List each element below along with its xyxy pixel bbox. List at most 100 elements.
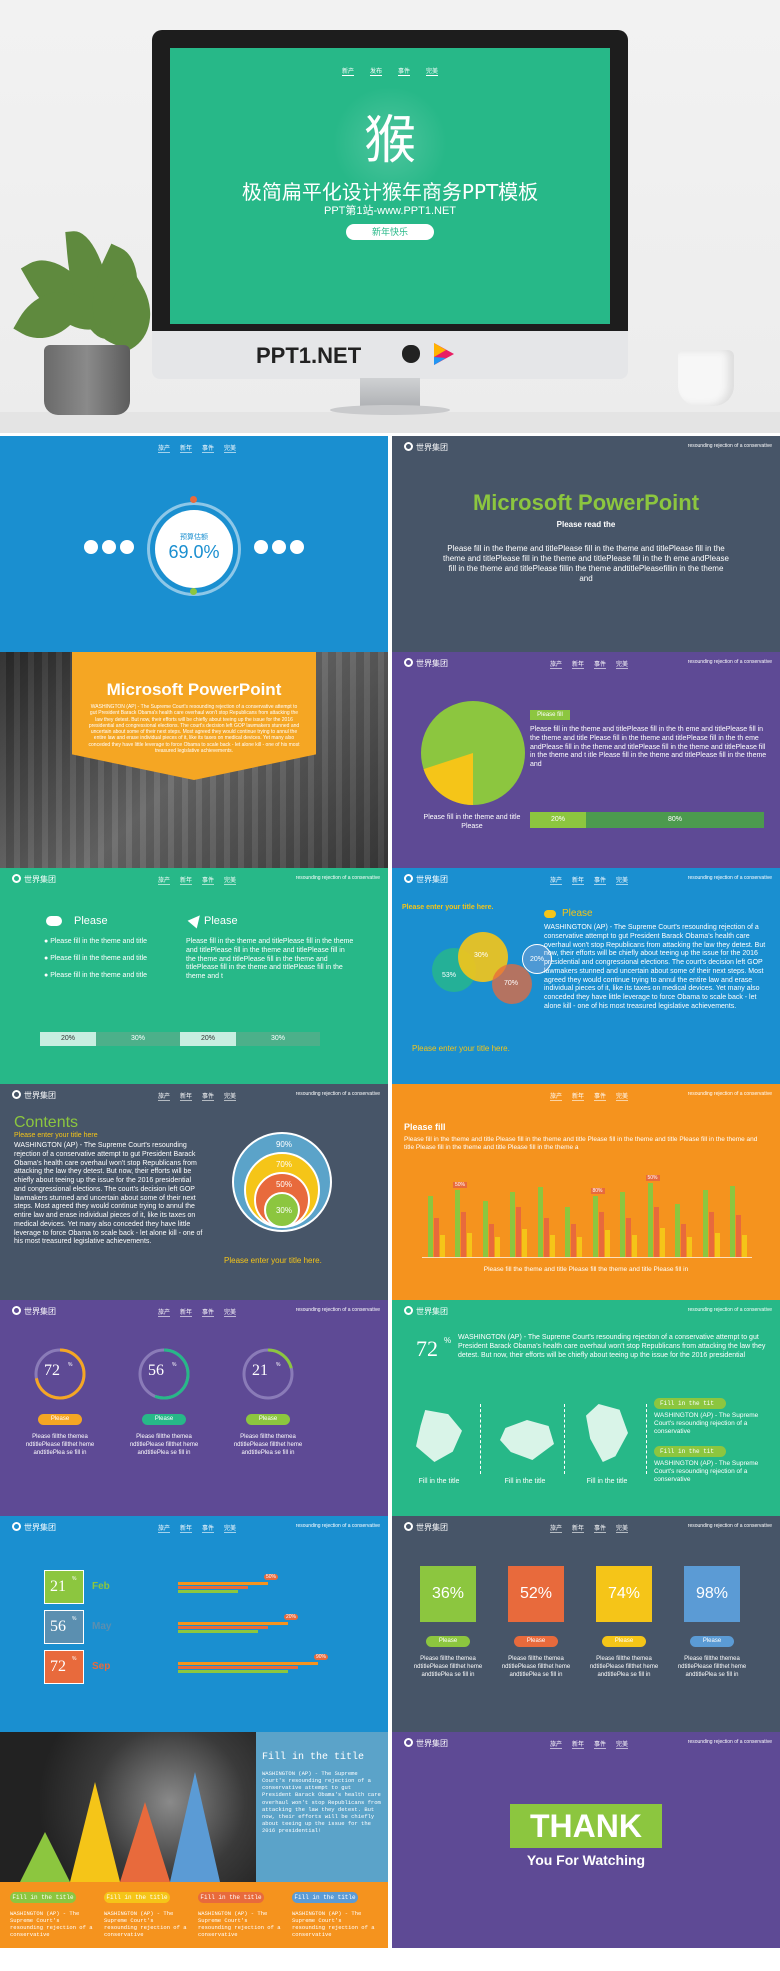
nav-item[interactable]: 事件	[202, 1526, 215, 1533]
nav-item[interactable]: 新年	[572, 1094, 585, 1101]
slide-tagline: resounding rejection of a conservative	[295, 1523, 380, 1529]
nav-item[interactable]: 新年	[180, 878, 193, 885]
apple-icon	[402, 345, 420, 363]
nav-item[interactable]: 旅产	[550, 878, 563, 885]
nav-item[interactable]: 旅产	[158, 1094, 171, 1101]
watching-text: You For Watching	[526, 1852, 646, 1868]
icon-cloud	[330, 88, 450, 198]
slide-12[interactable]: 世界集团 旅产 新年 事件 完美 resounding rejection of a …	[392, 1516, 780, 1732]
slide-10[interactable]: 世界集团 resounding rejection of a conservat…	[392, 1300, 780, 1516]
text-panel	[256, 1732, 388, 1882]
nav-item[interactable]: 完美	[224, 446, 237, 453]
nav-item[interactable]: 事件	[594, 878, 607, 885]
nav-item[interactable]: 新年	[572, 1742, 585, 1749]
pie-caption: Please fill in the theme and title Pleas…	[423, 814, 521, 830]
app-icon	[120, 540, 134, 554]
nav-item[interactable]: 事件	[202, 878, 215, 885]
slide-7[interactable]: 世界集团 旅产 新年 事件 完美 resounding rejection of a …	[0, 1084, 388, 1300]
nav-item[interactable]: 事件	[202, 1310, 215, 1317]
slide-1[interactable]: 旅产 新年 事件 完美 预算估额 69.0%	[0, 436, 388, 652]
slide-14[interactable]: 世界集团 旅产 新年 事件 完美 resounding rejection of a …	[392, 1732, 780, 1948]
nav-item[interactable]: 旅产	[550, 1742, 563, 1749]
tag-text: WASHINGTON (AP) - The Supreme Court's re…	[10, 1910, 93, 1939]
nav-item[interactable]: 完美	[616, 1094, 629, 1101]
bar	[178, 1670, 288, 1673]
nav-item[interactable]: 旅产	[550, 662, 563, 669]
logo-icon	[404, 658, 413, 667]
slide-5[interactable]: 世界集团 旅产 新年 事件 完美 resounding rejection of a …	[0, 868, 388, 1084]
nav-item[interactable]: 完美	[224, 878, 237, 885]
bubble	[522, 944, 552, 974]
nav-item[interactable]: 旅产	[550, 1094, 563, 1101]
hero-button[interactable]: 新年快乐	[346, 224, 434, 240]
nav-item[interactable]: 完美	[616, 1742, 629, 1749]
bar	[543, 1218, 549, 1257]
section-heading: Please	[562, 908, 593, 919]
bar	[178, 1586, 248, 1589]
nav-item[interactable]: 完美	[616, 1526, 629, 1533]
pill-label: Please	[426, 1636, 470, 1647]
nav-item[interactable]: 旅产	[550, 1526, 563, 1533]
ring-label: 70%	[275, 1160, 292, 1169]
badge: Please fill	[530, 710, 570, 720]
nav-item[interactable]: 完美	[224, 1094, 237, 1101]
bubble	[492, 964, 532, 1004]
nav-item[interactable]: 完美	[224, 1526, 237, 1533]
nav-item[interactable]: 完美	[616, 878, 629, 885]
slide-body: Please fill in the theme and titlePlease…	[443, 544, 729, 583]
slide-2[interactable]: 世界集团 resounding rejection of a conservat…	[392, 436, 780, 652]
slide-4[interactable]: 世界集团 旅产 新年 事件 完美 resounding rejection of a …	[392, 652, 780, 868]
hero-nav-item[interactable]: 事件	[398, 69, 411, 76]
item-text: Please fillthe themea ndtitlePlease fill…	[501, 1656, 571, 1678]
nav-item[interactable]: 事件	[594, 1742, 607, 1749]
logo-icon	[404, 442, 413, 451]
nav-item[interactable]: 新年	[180, 1310, 193, 1317]
bar	[604, 1230, 610, 1257]
value-box: 98%	[684, 1566, 740, 1622]
app-icon	[254, 540, 268, 554]
nav-item[interactable]: 新年	[180, 446, 193, 453]
nav-item[interactable]: 事件	[594, 1094, 607, 1101]
progress-segment-20: 20%	[530, 812, 586, 828]
hero-nav-item[interactable]: 发布	[369, 69, 382, 76]
item-text: Please fillthe themea ndtitlePlease fill…	[129, 1434, 199, 1456]
app-icon	[84, 540, 98, 554]
slide-13[interactable]: Fill in the title WASHINGTON (AP) - The …	[0, 1732, 388, 1948]
slide-body: Please fill in the theme and titlePlease…	[530, 726, 767, 768]
nav-item[interactable]: 新年	[572, 878, 585, 885]
nav-item[interactable]: 旅产	[158, 446, 171, 453]
bar-tag: 20%	[284, 1614, 299, 1620]
slide-tagline: resounding rejection of a conservative	[687, 1307, 772, 1313]
divider	[480, 1404, 481, 1474]
slide-title: Microsoft PowerPoint	[106, 680, 282, 699]
nav-item[interactable]: 事件	[202, 1094, 215, 1101]
nav-item[interactable]: 旅产	[158, 1526, 171, 1533]
slide-8[interactable]: 旅产 新年 事件 完美 resounding rejection of a conse…	[392, 1084, 780, 1300]
nav-item[interactable]: 事件	[202, 446, 215, 453]
month-label: Sep	[92, 1661, 111, 1672]
map-shape	[416, 1410, 462, 1462]
nav-item[interactable]: 新年	[572, 1526, 585, 1533]
nav-item[interactable]: 旅产	[158, 878, 171, 885]
slide-3[interactable]: Microsoft PowerPoint WASHINGTON (AP) - T…	[0, 652, 388, 868]
tag-text: WASHINGTON (AP) - The Supreme Court's re…	[104, 1910, 187, 1939]
nav-item[interactable]: 新年	[572, 662, 585, 669]
bar	[516, 1206, 521, 1257]
bar	[522, 1229, 527, 1257]
hero-nav-item[interactable]: 新产	[341, 69, 354, 76]
slide-11[interactable]: 世界集团 旅产 新年 事件 完美 resounding rejection of a …	[0, 1516, 388, 1732]
nav-item[interactable]: 完美	[224, 1310, 237, 1317]
nav-item[interactable]: 新年	[180, 1094, 193, 1101]
slide-6[interactable]: 世界集团 旅产 新年 事件 完美 resounding rejection of a …	[392, 868, 780, 1084]
bar	[681, 1223, 686, 1257]
nav-item[interactable]: 旅产	[158, 1310, 171, 1317]
nav-item[interactable]: 事件	[594, 662, 607, 669]
hero-nav-item[interactable]: 完美	[426, 69, 439, 76]
monitor-base	[330, 405, 450, 415]
nav-item[interactable]: 完美	[616, 662, 629, 669]
slide-footer: Please enter your title here.	[224, 1256, 322, 1265]
nav-item[interactable]: 新年	[180, 1526, 193, 1533]
tag-pill: Fill in the title	[10, 1892, 76, 1903]
nav-item[interactable]: 事件	[594, 1526, 607, 1533]
slide-9[interactable]: 世界集团 旅产 新年 事件 完美 resounding rejection of a …	[0, 1300, 388, 1516]
